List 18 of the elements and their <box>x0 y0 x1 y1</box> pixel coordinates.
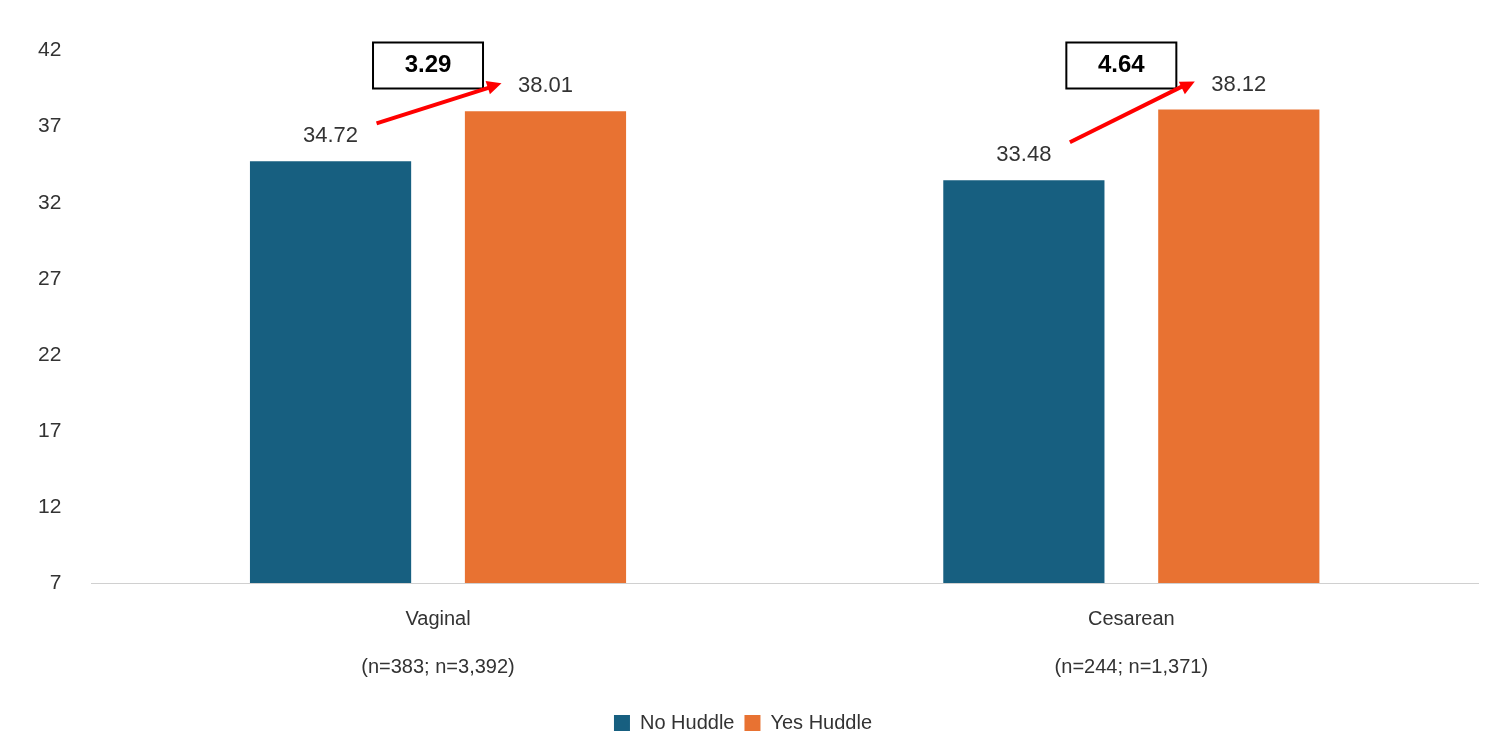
data-label: 33.48 <box>996 141 1052 167</box>
data-label: 34.72 <box>303 122 359 148</box>
y-tick-label: 42 <box>38 37 62 61</box>
legend-label: No Huddle <box>639 710 735 733</box>
y-tick-label: 22 <box>38 341 62 365</box>
y-tick-label: 7 <box>49 569 62 593</box>
annotation: 4.64 <box>1097 50 1146 78</box>
data-label: 38.12 <box>1211 70 1267 96</box>
y-tick-label: 12 <box>38 493 62 517</box>
annotation: 3.29 <box>404 50 452 78</box>
category-label: Vaginal (n=383; n=3,392) <box>361 606 515 677</box>
legend-label: Yes Huddle <box>770 710 873 733</box>
y-tick-label: 27 <box>38 265 62 289</box>
data-label: 38.01 <box>517 72 574 98</box>
category-label: Cesarean (n=244; n=1,371) <box>1054 606 1209 677</box>
y-tick-label: 32 <box>38 189 62 213</box>
y-tick-label: 37 <box>38 113 62 137</box>
y-tick-label: 17 <box>38 417 62 441</box>
